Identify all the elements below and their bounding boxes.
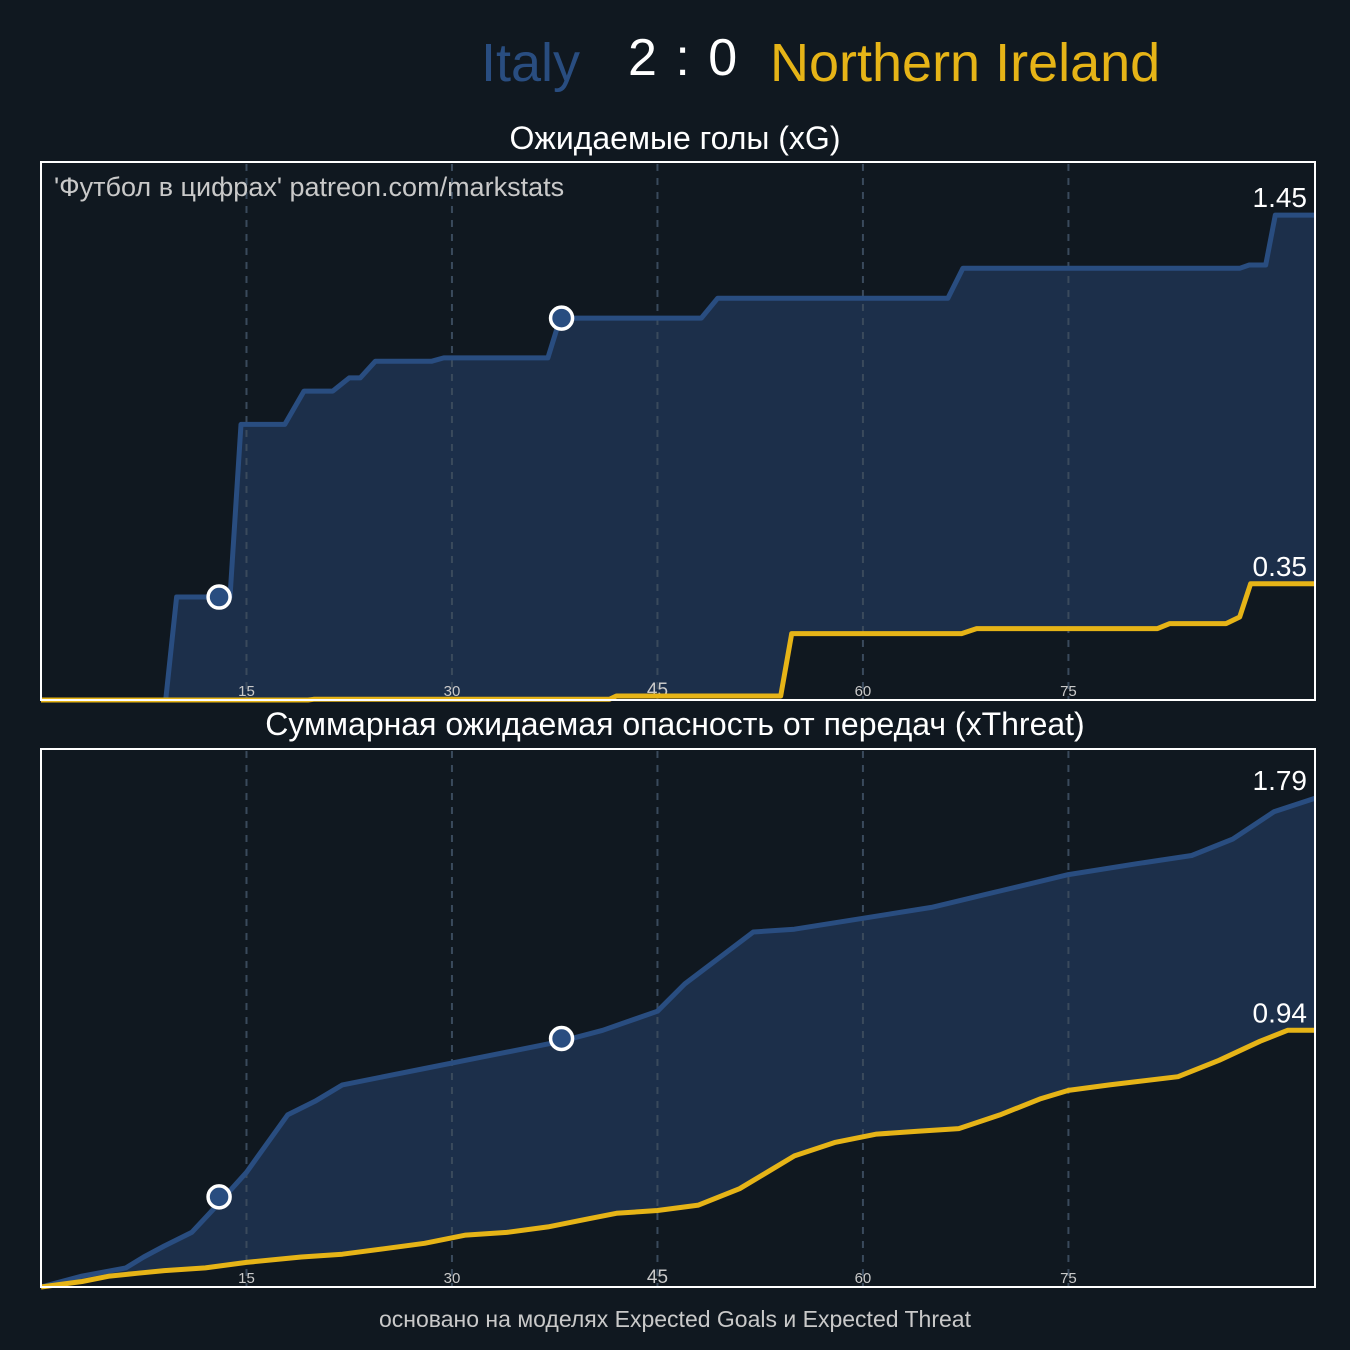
match-header: Italy 2 : 0 Northern Ireland: [0, 28, 1350, 98]
xthreat-x-tick-60: 60: [855, 1270, 872, 1287]
xg-home-line: [41, 212, 1315, 703]
xthreat-x-tick-45: 45: [647, 1267, 668, 1288]
xg-x-tick-60: 60: [855, 683, 872, 700]
xg-goal-marker-1: [206, 584, 232, 610]
xthreat-plot-frame: [40, 748, 1316, 1288]
match-score: 2 : 0: [628, 29, 740, 87]
watermark-text: 'Футбол в цифрах' patreon.com/markstats: [54, 172, 565, 202]
xthreat-home-end-value: 1.79: [1253, 765, 1308, 796]
xthreat-chart-title: Суммарная ожидаемая опасность от передач…: [265, 706, 1085, 742]
xg-x-tick-30: 30: [444, 683, 461, 700]
xg-home-end-value: 1.45: [1253, 182, 1308, 213]
xg-away-end-value: 0.35: [1253, 551, 1308, 582]
xthreat-goal-marker-2: [548, 1025, 575, 1052]
xthreat-x-tick-15: 15: [238, 1270, 255, 1287]
xthreat-away-end-value: 0.94: [1253, 997, 1308, 1028]
xthreat-x-tick-75: 75: [1060, 1270, 1077, 1287]
xthreat-away-line: [40, 1027, 1315, 1290]
xthreat-home-line: [40, 795, 1316, 1290]
xg-area-between-series: [41, 215, 1315, 700]
away-team-name: Northern Ireland: [770, 33, 1161, 93]
xthreat-goal-marker-1: [206, 1184, 232, 1210]
xg-x-tick-15: 15: [238, 683, 255, 700]
xthreat-area-between-series: [41, 798, 1315, 1287]
footer-note: основано на моделях Expected Goals и Exp…: [379, 1306, 971, 1332]
xg-plot-frame: [40, 161, 1316, 701]
xg-x-tick-75: 75: [1060, 683, 1077, 700]
home-team-name: Italy: [480, 33, 580, 93]
xg-goal-marker-2: [548, 305, 575, 331]
xg-chart-title: Ожидаемые голы (xG): [509, 120, 841, 156]
xthreat-x-tick-30: 30: [444, 1270, 461, 1287]
